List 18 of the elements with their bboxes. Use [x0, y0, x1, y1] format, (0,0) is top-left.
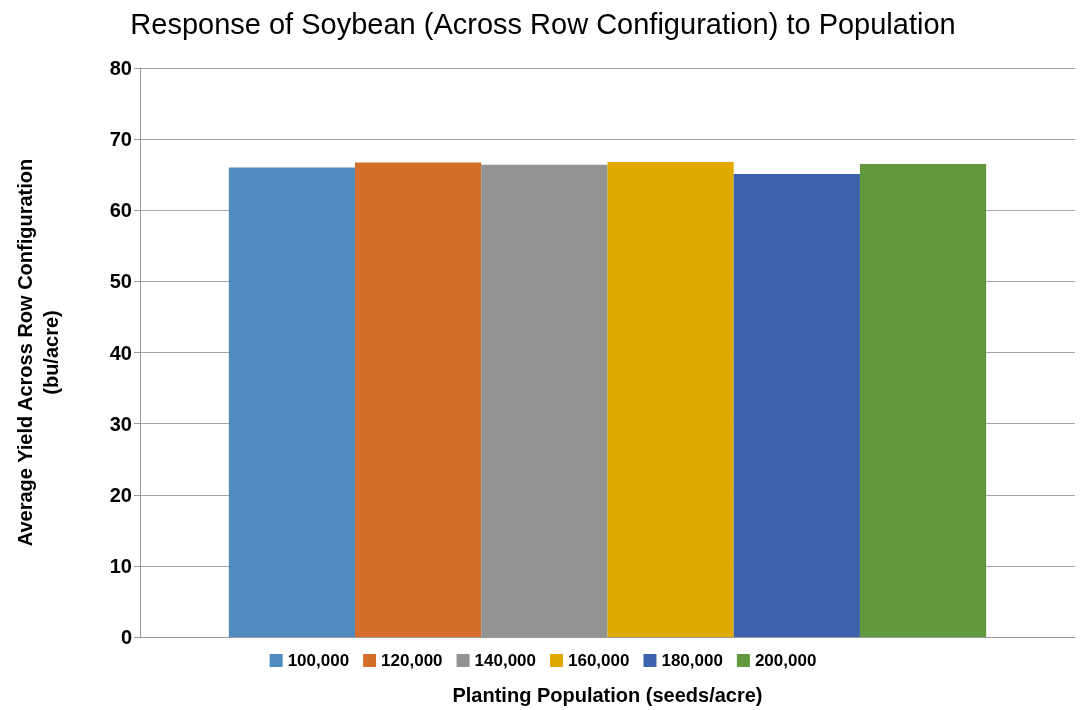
chart-title: Response of Soybean (Across Row Configuration) to Population [130, 7, 956, 40]
legend-label: 100,000 [287, 651, 350, 670]
y-tick-label: 40 [109, 341, 132, 364]
y-tick-label: 10 [109, 554, 132, 577]
y-tick-label: 70 [109, 128, 132, 151]
y-tick-label: 30 [109, 412, 132, 435]
legend-label: 120,000 [381, 651, 443, 670]
y-tick-label: 60 [109, 199, 132, 222]
legend-label: 180,000 [661, 651, 723, 670]
legend-label: 200,000 [754, 651, 817, 670]
y-tick-label: 80 [109, 57, 132, 79]
y-tick-label: 20 [109, 483, 132, 506]
y-tick-label: 50 [109, 270, 132, 293]
y-axis-title: Average Yield Across Row Configuration (bu/acre) [14, 158, 62, 547]
y-tick-label: 0 [120, 626, 132, 648]
x-axis-title: Planting Population (seeds/acre) [452, 684, 763, 706]
legend-label: 140,000 [474, 651, 536, 670]
legend-label: 160,000 [568, 651, 630, 670]
